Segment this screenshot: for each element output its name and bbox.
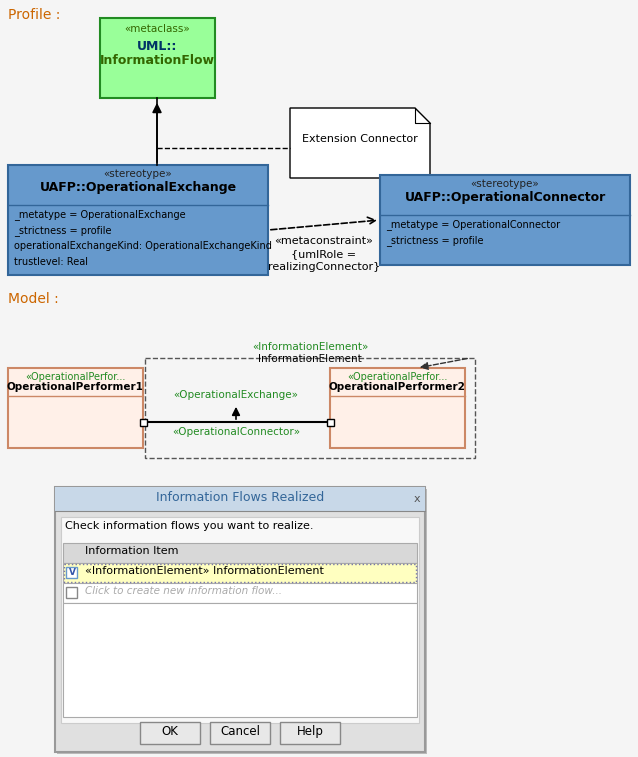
Bar bbox=[280, 722, 340, 744]
Bar bbox=[380, 175, 630, 265]
Bar bbox=[66, 587, 77, 598]
Text: UML::: UML:: bbox=[137, 40, 177, 53]
Text: Help: Help bbox=[297, 725, 323, 738]
Bar bbox=[63, 583, 417, 603]
Text: «InformationElement» InformationElement: «InformationElement» InformationElement bbox=[85, 566, 324, 576]
Bar bbox=[145, 358, 475, 458]
Text: OperationalPerformer2: OperationalPerformer2 bbox=[329, 382, 466, 392]
Bar bbox=[63, 563, 417, 583]
Text: _metatype = OperationalExchange: _metatype = OperationalExchange bbox=[14, 209, 186, 220]
Text: Model :: Model : bbox=[8, 292, 59, 306]
Text: _strictness = profile: _strictness = profile bbox=[386, 235, 484, 246]
Text: OperationalPerformer1: OperationalPerformer1 bbox=[6, 382, 144, 392]
Bar bbox=[57, 489, 427, 754]
Text: «OperationalPerfor...: «OperationalPerfor... bbox=[347, 372, 447, 382]
Bar bbox=[61, 517, 419, 723]
Text: «metaconstraint»: «metaconstraint» bbox=[274, 236, 373, 246]
Text: Information Item: Information Item bbox=[85, 546, 179, 556]
Bar bbox=[8, 165, 268, 275]
Bar bbox=[210, 722, 270, 744]
Bar bbox=[55, 487, 425, 511]
Bar bbox=[55, 487, 425, 752]
Bar bbox=[63, 603, 417, 717]
Text: «OperationalPerfor...: «OperationalPerfor... bbox=[25, 372, 125, 382]
Text: OK: OK bbox=[161, 725, 179, 738]
Text: InformationElement: InformationElement bbox=[258, 354, 362, 364]
Text: _metatype = OperationalConnector: _metatype = OperationalConnector bbox=[386, 219, 560, 230]
Bar bbox=[66, 567, 77, 578]
Text: Profile :: Profile : bbox=[8, 8, 61, 22]
Text: «stereotype»: «stereotype» bbox=[103, 169, 172, 179]
Bar bbox=[63, 543, 417, 563]
Text: Check information flows you want to realize.: Check information flows you want to real… bbox=[65, 521, 313, 531]
Text: «OperationalConnector»: «OperationalConnector» bbox=[172, 427, 300, 437]
Text: Cancel: Cancel bbox=[220, 725, 260, 738]
Text: «OperationalExchange»: «OperationalExchange» bbox=[174, 390, 299, 400]
Text: «metaclass»: «metaclass» bbox=[124, 24, 190, 34]
Bar bbox=[140, 722, 200, 744]
Polygon shape bbox=[290, 108, 430, 178]
Text: operationalExchangeKind: OperationalExchangeKind: operationalExchangeKind: OperationalExch… bbox=[14, 241, 272, 251]
Bar bbox=[100, 18, 215, 98]
Text: _strictness = profile: _strictness = profile bbox=[14, 225, 112, 236]
Text: x: x bbox=[413, 494, 420, 504]
Text: «InformationElement»: «InformationElement» bbox=[252, 342, 368, 352]
Text: Extension Connector: Extension Connector bbox=[302, 134, 418, 144]
Text: «stereotype»: «stereotype» bbox=[471, 179, 539, 189]
Text: trustlevel: Real: trustlevel: Real bbox=[14, 257, 88, 267]
Text: UAFP::OperationalExchange: UAFP::OperationalExchange bbox=[40, 181, 237, 194]
Bar bbox=[330, 368, 465, 448]
Bar bbox=[64, 564, 416, 582]
Bar bbox=[8, 368, 143, 448]
Bar bbox=[140, 419, 147, 426]
Text: InformationFlow: InformationFlow bbox=[100, 54, 214, 67]
Text: Click to create new information flow...: Click to create new information flow... bbox=[85, 586, 282, 596]
Bar bbox=[327, 419, 334, 426]
Text: UAFP::OperationalConnector: UAFP::OperationalConnector bbox=[404, 191, 605, 204]
Text: V: V bbox=[68, 568, 75, 577]
Text: Information Flows Realized: Information Flows Realized bbox=[156, 491, 324, 504]
Text: realizingConnector}: realizingConnector} bbox=[268, 262, 380, 272]
Text: {umlRole =: {umlRole = bbox=[292, 249, 357, 259]
